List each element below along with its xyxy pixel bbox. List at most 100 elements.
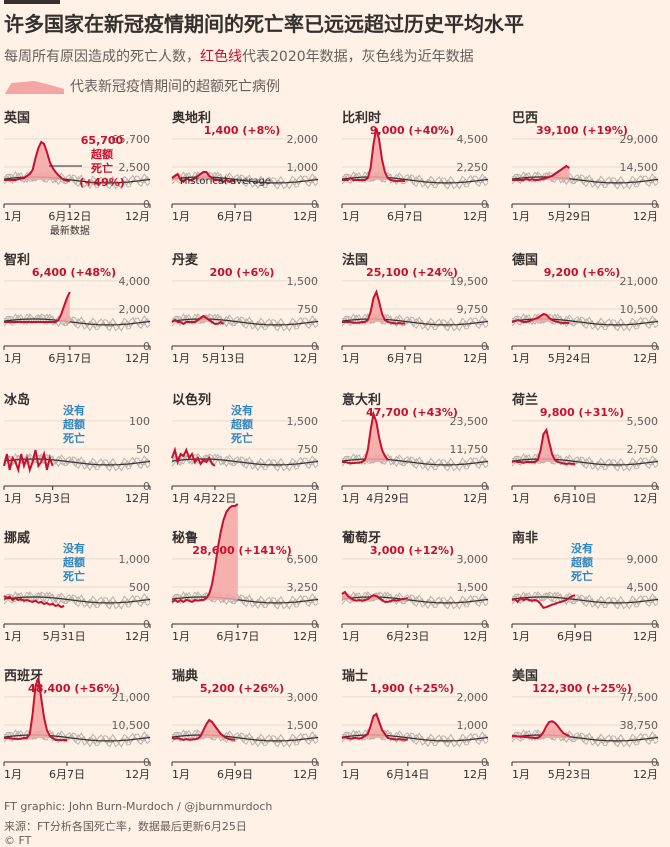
excess-annotation: 1,400 (+8%) xyxy=(204,124,281,137)
y-tick-label: 50 xyxy=(136,443,150,456)
x-tick-label: 5月13日 xyxy=(202,352,245,365)
x-tick-label: 1月 xyxy=(4,492,22,505)
x-tick-label: 6月7日 xyxy=(49,768,85,781)
y-tick-label: 77,500 xyxy=(620,691,659,704)
no-excess-annotation: 超额 xyxy=(62,417,85,431)
excess-deaths-area xyxy=(4,678,67,738)
x-tick-label: 12月 xyxy=(463,768,488,781)
historical-series-line xyxy=(511,453,659,472)
y-tick-label: 1,000 xyxy=(457,719,489,732)
chart-panel: 丹麦 1,500 750 0 1月 5月13日 12月 200 (+6%) xyxy=(171,252,319,365)
no-excess-annotation: 没有 xyxy=(231,403,253,417)
x-tick-label: 12月 xyxy=(293,352,318,365)
x-tick-label: 1月 xyxy=(4,768,22,781)
x-tick-label: 12月 xyxy=(293,210,318,223)
x-tick-label: 12月 xyxy=(633,630,658,643)
panel-title: 英国 xyxy=(3,110,30,126)
x-tick-label: 6月10日 xyxy=(553,492,596,505)
historical-series-line xyxy=(3,313,151,332)
panel-title: 瑞典 xyxy=(172,668,198,684)
excess-annotation: 9,000 (+40%) xyxy=(370,124,454,137)
y-tick-label: 750 xyxy=(297,443,318,456)
y-tick-label: 5,500 xyxy=(627,415,659,428)
historical-series-line xyxy=(511,171,659,190)
chart-panel: 荷兰 5,500 2,750 0 1月 6月10日 12月 9,800 (+31%) xyxy=(511,392,659,505)
historical-series-line xyxy=(511,171,659,190)
chart-panel: 瑞士 2,000 1,000 0 1月 6月14日 12月 1,900 (+25%) xyxy=(341,668,489,781)
excess-annotation: (+49%) xyxy=(79,176,125,189)
panel-title: 丹麦 xyxy=(172,252,199,268)
series-2020-line xyxy=(171,718,236,741)
historical-series-line xyxy=(171,591,319,610)
no-excess-annotation: 超额 xyxy=(62,555,85,569)
excess-deaths-area xyxy=(342,128,405,180)
subtitle-red-text: 红色线 xyxy=(200,49,242,65)
x-tick-label: 12月 xyxy=(125,492,150,505)
x-tick-label: 12月 xyxy=(125,768,150,781)
excess-annotation: 超额 xyxy=(90,147,113,161)
historical-average-line xyxy=(3,596,151,604)
panel-title: 意大利 xyxy=(342,392,381,408)
legend-text: 代表新冠疫情期间的超额死亡病例 xyxy=(70,79,280,95)
series-2020-line xyxy=(171,446,216,467)
panel-title: 瑞士 xyxy=(342,668,368,684)
chart-panel: 英国 65,700 2,500 0 1月 6月12日 12月 65,700超额死亡(+49%)… xyxy=(3,110,151,237)
x-tick-label: 12月 xyxy=(633,352,658,365)
y-tick-label: 1,000 xyxy=(119,553,151,566)
x-tick-label: 6月12日 xyxy=(48,210,91,223)
y-tick-label: 0 xyxy=(143,340,150,353)
y-tick-label: 10,500 xyxy=(620,303,659,316)
y-tick-label: 750 xyxy=(297,303,318,316)
y-tick-label: 2,500 xyxy=(119,161,151,174)
historical-average-line xyxy=(3,458,151,466)
chart-panel: 德国 21,000 10,500 0 1月 5月24日 12月 9,200 (+6%) xyxy=(511,252,659,365)
y-tick-label: 0 xyxy=(651,340,658,353)
panel-title: 美国 xyxy=(512,668,538,684)
panel-title: 秘鲁 xyxy=(172,530,198,546)
chart-panel: 巴西 29,000 14,500 0 1月 5月29日 12月 39,100 (+19%) xyxy=(511,111,659,223)
x-tick-label: 12月 xyxy=(633,210,658,223)
chart-panel: 瑞典 3,000 1,500 0 1月 6月9日 12月 5,200 (+26%) xyxy=(171,668,319,781)
historical-average-line xyxy=(511,176,659,184)
historical-series-line xyxy=(511,729,659,748)
footer-credit: FT graphic: John Burn-Murdoch / @jburnmu… xyxy=(4,800,273,813)
y-tick-label: 2,750 xyxy=(627,443,659,456)
x-tick-label: 1月 xyxy=(512,352,530,365)
series-2020-line xyxy=(512,164,570,182)
series-2020-line xyxy=(171,503,239,604)
chart-panel: 葡萄牙 3,000 1,500 0 1月 6月23日 12月 3,000 (+12%) xyxy=(341,530,489,643)
y-tick-label: 0 xyxy=(143,198,150,211)
y-tick-label: 11,750 xyxy=(450,443,489,456)
x-tick-label: 1月 xyxy=(172,492,190,505)
historical-series-line xyxy=(3,729,151,748)
no-excess-annotation: 没有 xyxy=(63,541,85,555)
historical-series-line xyxy=(341,171,489,190)
y-tick-label: 0 xyxy=(651,198,658,211)
no-excess-annotation: 死亡 xyxy=(571,569,593,583)
excess-annotation: 9,800 (+31%) xyxy=(540,406,624,419)
x-tick-label: 6月14日 xyxy=(386,768,429,781)
y-tick-label: 0 xyxy=(311,198,318,211)
historical-series-line xyxy=(511,591,659,610)
excess-deaths-area xyxy=(4,292,70,322)
y-tick-label: 21,000 xyxy=(620,275,659,288)
x-tick-label: 1月 xyxy=(172,630,190,643)
panel-title: 奥地利 xyxy=(172,110,211,126)
historical-average-line xyxy=(511,734,659,742)
series-2020-line xyxy=(341,712,408,741)
x-tick-label: 6月9日 xyxy=(217,768,253,781)
historical-series-line xyxy=(171,729,319,748)
x-tick-label: 12月 xyxy=(293,768,318,781)
historical-average-line xyxy=(171,734,319,742)
excess-deaths-area xyxy=(512,430,575,462)
y-tick-label: 4,000 xyxy=(119,275,151,288)
excess-swatch-icon xyxy=(5,80,65,95)
x-tick-label: 1月 xyxy=(4,630,22,643)
panel-title: 南非 xyxy=(512,530,538,546)
y-tick-label: 3,000 xyxy=(457,553,489,566)
x-tick-label: 12月 xyxy=(293,630,318,643)
y-tick-label: 100 xyxy=(129,415,150,428)
panel-title: 挪威 xyxy=(4,530,30,546)
x-tick-label: 12月 xyxy=(463,210,488,223)
